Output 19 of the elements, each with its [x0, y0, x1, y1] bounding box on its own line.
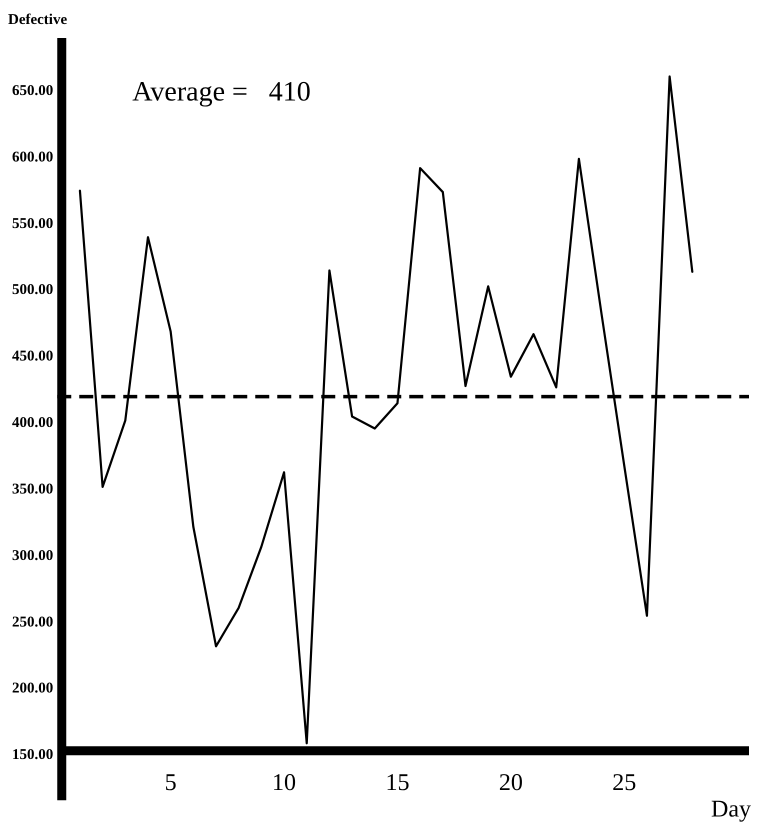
x-axis-title: Day: [711, 796, 751, 822]
y-tick-label: 300.00: [12, 548, 54, 564]
y-tick-label: 400.00: [12, 415, 54, 432]
x-tick-label: 20: [498, 770, 523, 796]
y-tick-label: 500.00: [12, 282, 54, 298]
annotation: Average = 410: [132, 76, 311, 108]
y-tick-label: 600.00: [12, 149, 54, 166]
y-axis-title: Defective: [8, 12, 68, 28]
x-tick-label: 25: [612, 770, 636, 796]
y-tick-label: 650.00: [12, 83, 54, 99]
y-tick-label: 550.00: [12, 216, 54, 232]
y-tick-label: 200.00: [12, 680, 54, 697]
x-tick-label: 15: [385, 770, 410, 796]
y-tick-label: 250.00: [12, 614, 54, 630]
x-tick-label: 5: [164, 770, 177, 796]
x-tick-label: 10: [272, 770, 296, 796]
y-tick-label: 150.00: [12, 747, 54, 764]
y-tick-label: 350.00: [12, 481, 54, 498]
y-tick-label: 450.00: [12, 348, 54, 365]
